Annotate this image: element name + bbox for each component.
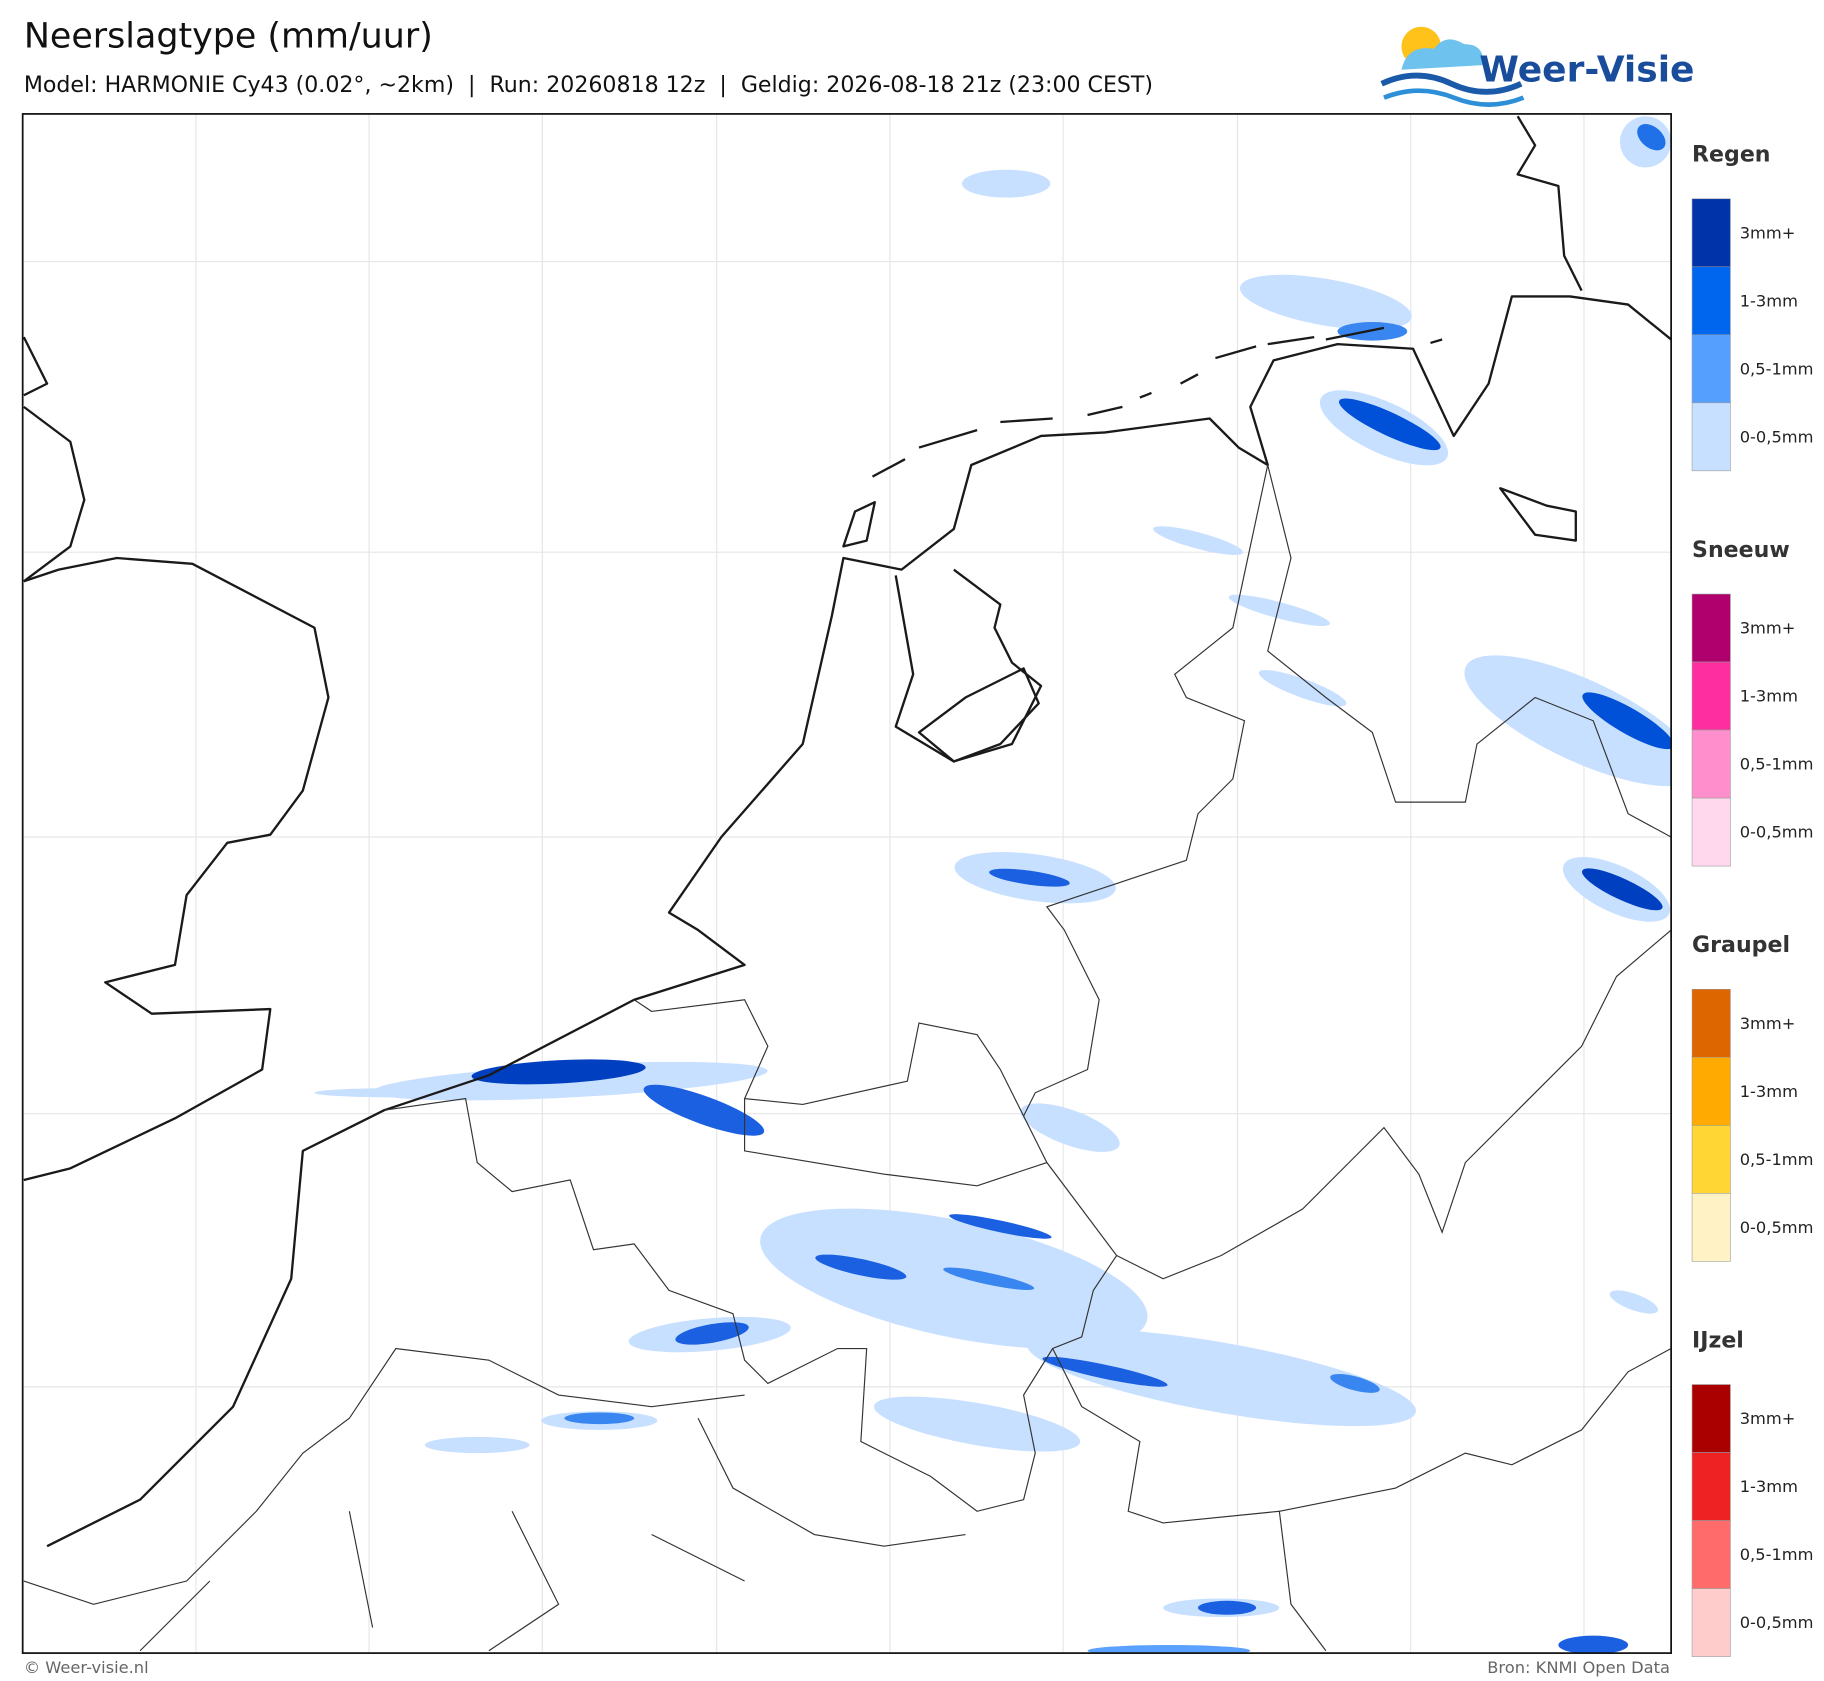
legend-title: Graupel: [1692, 933, 1790, 958]
legend-swatch: [1691, 266, 1731, 336]
logo: Weer-Visie: [1380, 26, 1694, 107]
legend-swatch: [1691, 661, 1731, 731]
legend-label: 0-0,5mm: [1740, 427, 1814, 446]
map-frame: [21, 113, 1672, 1654]
coastlines: [22, 115, 1672, 1548]
legend-swatch: [1691, 729, 1731, 799]
legend-label: 0-0,5mm: [1740, 1613, 1814, 1632]
legend-swatch: [1691, 797, 1731, 867]
legend-label: 3mm+: [1740, 223, 1796, 242]
legend-label: 3mm+: [1740, 1409, 1796, 1428]
legend-label: 1-3mm: [1740, 291, 1798, 310]
legend-swatch: [1691, 1588, 1731, 1657]
legend-swatch: [1691, 1384, 1731, 1453]
legend-label: 3mm+: [1740, 619, 1796, 638]
legend: Regen 3mm+ 1-3mm 0,5-1mm 0-0,5mm Sneeuw 3mm+ 1-…: [1691, 143, 1814, 1657]
map: [22, 113, 1672, 1654]
logo-text: Weer-Visie: [1479, 49, 1694, 90]
legend-swatch: [1691, 1452, 1731, 1521]
legend-swatch: [1691, 1520, 1731, 1589]
legend-swatch: [1691, 989, 1731, 1058]
legend-label: 1-3mm: [1740, 1477, 1798, 1496]
legend-label: 1-3mm: [1740, 687, 1798, 706]
legend-label: 0-0,5mm: [1740, 823, 1814, 842]
legend-label: 3mm+: [1740, 1014, 1796, 1033]
title: Neerslagtype (mm/uur): [24, 17, 433, 57]
legend-label: 0-0,5mm: [1740, 1218, 1814, 1237]
legend-label: 0,5-1mm: [1740, 1150, 1814, 1169]
subtitle: Model: HARMONIE Cy43 (0.02°, ~2km) | Run…: [24, 73, 1153, 98]
footer-right: Bron: KNMI Open Data: [1487, 1658, 1670, 1677]
legend-label: 0,5-1mm: [1740, 359, 1814, 378]
legend-swatch: [1691, 1125, 1731, 1194]
legend-swatch: [1691, 402, 1731, 472]
legend-swatch: [1691, 1057, 1731, 1126]
legend-swatch: [1691, 198, 1731, 268]
legend-swatch: [1691, 593, 1731, 663]
precipitation: [314, 116, 1672, 1654]
legend-title: Regen: [1692, 143, 1770, 168]
legend-swatch: [1691, 334, 1731, 404]
legend-title: IJzel: [1692, 1328, 1744, 1353]
borders: [23, 464, 1672, 1652]
legend-label: 0,5-1mm: [1740, 1545, 1814, 1564]
legend-label: 1-3mm: [1740, 1082, 1798, 1101]
footer-left: © Weer-visie.nl: [24, 1658, 149, 1677]
legend-title: Sneeuw: [1692, 538, 1790, 563]
legend-label: 0,5-1mm: [1740, 755, 1814, 774]
legend-swatch: [1691, 1193, 1731, 1262]
